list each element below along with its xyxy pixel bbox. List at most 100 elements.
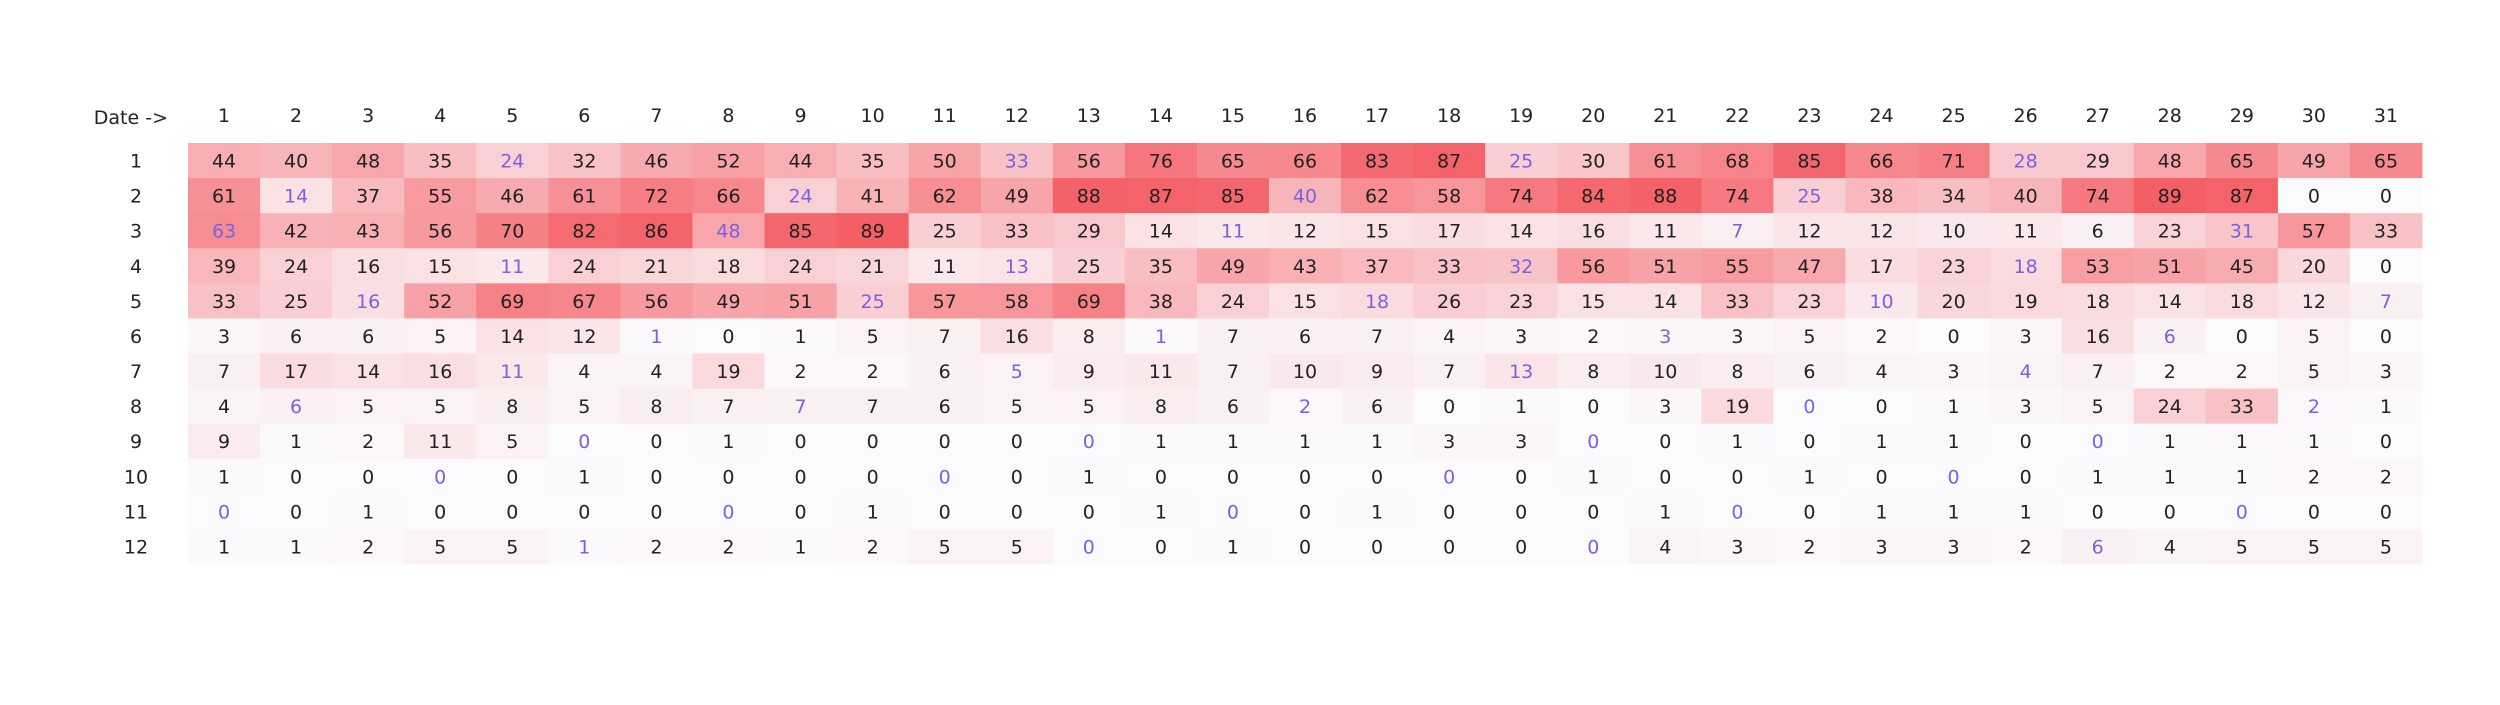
heatmap-cell xyxy=(692,178,766,214)
cell-value-label: 14 xyxy=(284,186,308,208)
cell-value-label: 1 xyxy=(1803,466,1815,488)
heatmap-cell xyxy=(692,388,766,425)
heatmap-cell xyxy=(1773,493,1846,530)
cell-value-label: 0 xyxy=(2308,186,2320,208)
cell-value-label: 0 xyxy=(2380,326,2392,348)
heatmap-cell xyxy=(1989,283,2063,319)
heatmap-cell xyxy=(332,213,405,249)
cell-value-label: 56 xyxy=(644,291,668,313)
heatmap-cell xyxy=(1557,423,1630,460)
cell-value-label: 0 xyxy=(939,431,951,453)
cell-value-label: 3 xyxy=(1948,536,1960,558)
heatmap-cell xyxy=(2061,283,2135,319)
cell-value-label: 17 xyxy=(1437,221,1461,243)
heatmap-cell xyxy=(548,213,621,249)
heatmap-cell xyxy=(1773,528,1846,565)
cell-value-label: 2 xyxy=(1587,326,1599,348)
x-tick-label: 21 xyxy=(1653,105,1677,127)
cell-value-label: 24 xyxy=(2158,396,2182,418)
cell-value-label: 25 xyxy=(933,221,957,243)
heatmap-cell xyxy=(1124,423,1198,460)
heatmap-cell xyxy=(2277,248,2351,284)
heatmap-cell xyxy=(1485,353,1558,390)
heatmap-cell xyxy=(260,178,333,214)
heatmap-cell xyxy=(1557,458,1630,495)
heatmap-cell xyxy=(404,353,477,390)
heatmap-cell xyxy=(836,283,910,319)
heatmap-cell xyxy=(2133,528,2207,565)
heatmap-cell xyxy=(620,318,693,354)
x-tick-label: 13 xyxy=(1077,105,1101,127)
cell-value-label: 7 xyxy=(1443,361,1455,383)
heatmap-cell xyxy=(1917,353,1991,390)
cell-value-label: 0 xyxy=(2380,256,2392,278)
cell-value-label: 6 xyxy=(290,326,302,348)
heatmap-cell xyxy=(1989,458,2063,495)
cell-value-label: 7 xyxy=(722,396,734,418)
x-tick-label: 10 xyxy=(861,105,885,127)
heatmap-cell xyxy=(1052,143,1126,179)
heatmap-cell xyxy=(692,528,766,565)
cell-value-label: 37 xyxy=(356,186,380,208)
x-tick-label: 4 xyxy=(434,105,446,127)
cell-value-label: 56 xyxy=(1077,151,1101,173)
cell-value-label: 44 xyxy=(212,151,236,173)
cell-value-label: 0 xyxy=(795,431,807,453)
heatmap-cell xyxy=(1413,178,1486,214)
cell-value-label: 85 xyxy=(1221,186,1245,208)
cell-value-label: 8 xyxy=(1155,396,1167,418)
cell-value-label: 7 xyxy=(1227,361,1239,383)
heatmap-cell xyxy=(1052,388,1126,425)
heatmap-cell xyxy=(908,388,982,425)
heatmap-cell xyxy=(2205,213,2279,249)
heatmap-cell xyxy=(1052,423,1126,460)
cell-value-label: 16 xyxy=(356,256,380,278)
cell-value-label: 57 xyxy=(2302,221,2326,243)
heatmap-cell xyxy=(980,248,1054,284)
heatmap-cell xyxy=(836,248,910,284)
cell-value-label: 0 xyxy=(1587,431,1599,453)
heatmap-cell xyxy=(1773,283,1846,319)
heatmap-cell xyxy=(332,248,405,284)
cell-value-label: 0 xyxy=(2380,431,2392,453)
cell-value-label: 6 xyxy=(939,396,951,418)
heatmap-cell xyxy=(1485,248,1558,284)
x-tick-label: 29 xyxy=(2230,105,2254,127)
cell-value-label: 16 xyxy=(1581,221,1605,243)
cell-value-label: 4 xyxy=(2020,361,2032,383)
heatmap-cell xyxy=(260,353,333,390)
heatmap-cell xyxy=(764,248,838,284)
x-tick-label: 22 xyxy=(1725,105,1749,127)
x-tick-label: 11 xyxy=(933,105,957,127)
cell-value-label: 56 xyxy=(1581,256,1605,278)
heatmap-cell xyxy=(2349,388,2423,425)
cell-value-label: 89 xyxy=(861,221,885,243)
cell-value-label: 44 xyxy=(788,151,812,173)
cell-value-label: 25 xyxy=(1797,186,1821,208)
cell-value-label: 1 xyxy=(2164,466,2176,488)
cell-value-label: 66 xyxy=(716,186,740,208)
cell-value-label: 2 xyxy=(2380,466,2392,488)
cell-value-label: 28 xyxy=(2014,151,2038,173)
cell-value-label: 5 xyxy=(434,326,446,348)
heatmap-cell xyxy=(980,283,1054,319)
cell-value-label: 63 xyxy=(212,221,236,243)
cell-value-label: 1 xyxy=(1083,466,1095,488)
heatmap-cell xyxy=(764,388,838,425)
cell-value-label: 66 xyxy=(1869,151,1893,173)
cell-value-label: 13 xyxy=(1509,361,1533,383)
heatmap-cell xyxy=(1413,318,1486,354)
heatmap-cell xyxy=(476,423,549,460)
heatmap-cell xyxy=(1629,353,1702,390)
cell-value-label: 18 xyxy=(2014,256,2038,278)
cell-value-label: 5 xyxy=(2380,536,2392,558)
cell-value-label: 0 xyxy=(650,501,662,523)
heatmap-cell xyxy=(1052,318,1126,354)
heatmap-cell xyxy=(620,178,693,214)
cell-value-label: 0 xyxy=(2092,501,2104,523)
heatmap-cell xyxy=(2061,318,2135,354)
y-tick-label: 1 xyxy=(130,151,142,173)
cell-value-label: 23 xyxy=(1941,256,1965,278)
heatmap-cell xyxy=(1413,458,1486,495)
